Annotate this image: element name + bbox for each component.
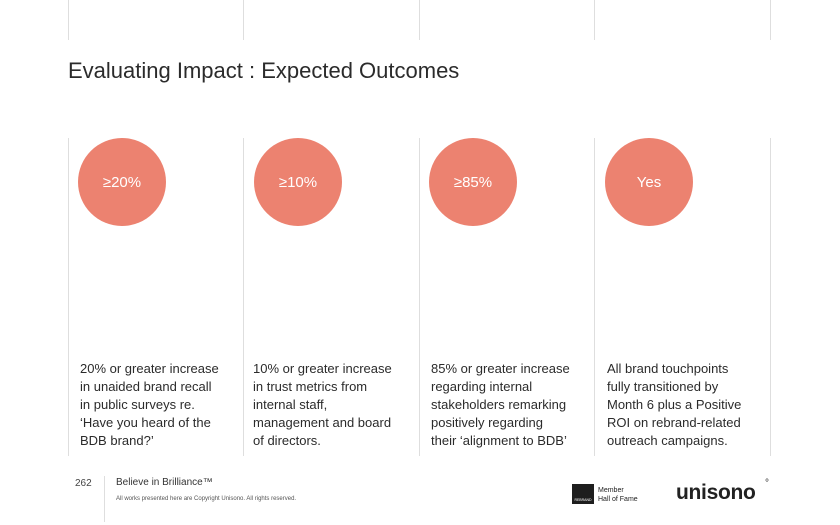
description-line: outreach campaigns. bbox=[607, 433, 728, 448]
outcome-value: Yes bbox=[636, 173, 662, 191]
outcome-description: 20% or greater increase in unaided brand… bbox=[80, 360, 240, 450]
outcome-description: 85% or greater increase regarding intern… bbox=[431, 360, 591, 450]
description-line: ROI on rebrand-related bbox=[607, 415, 741, 430]
column-divider bbox=[243, 138, 244, 456]
description-line: in unaided brand recall bbox=[80, 379, 212, 394]
column-divider bbox=[594, 138, 595, 456]
page-number: 262 bbox=[75, 478, 92, 489]
description-line: regarding internal bbox=[431, 379, 533, 394]
description-line: 10% or greater increase bbox=[253, 361, 392, 376]
description-line: BDB brand?’ bbox=[80, 433, 154, 448]
description-line: fully transitioned by bbox=[607, 379, 719, 394]
top-divider bbox=[68, 0, 69, 40]
hall-of-fame-line: Hall of Fame bbox=[598, 496, 638, 503]
description-line: ‘Have you heard of the bbox=[80, 415, 211, 430]
outcome-circle: Yes bbox=[605, 138, 693, 226]
badge-label: REBRAND bbox=[574, 498, 592, 502]
outcome-circle: ≥10% bbox=[254, 138, 342, 226]
rebrand-badge-icon: REBRAND bbox=[572, 484, 594, 504]
copyright-notice: All works presented here are Copyright U… bbox=[116, 496, 297, 502]
description-line: Month 6 plus a Positive bbox=[607, 397, 742, 412]
description-line: 85% or greater increase bbox=[431, 361, 570, 376]
column-divider bbox=[419, 138, 420, 456]
description-line: stakeholders remarking bbox=[431, 397, 567, 412]
page-title: Evaluating Impact : Expected Outcomes bbox=[68, 58, 460, 83]
description-line: in public surveys re. bbox=[80, 397, 195, 412]
description-line: 20% or greater increase bbox=[80, 361, 219, 376]
description-line: internal staff, bbox=[253, 397, 328, 412]
member-line: Member bbox=[598, 487, 624, 494]
description-line: management and board bbox=[253, 415, 392, 430]
column-divider bbox=[68, 138, 69, 456]
outcome-circle: ≥85% bbox=[429, 138, 517, 226]
description-line: in trust metrics from bbox=[253, 379, 368, 394]
footer-divider bbox=[104, 476, 105, 522]
unisono-logo: unisono bbox=[676, 481, 756, 504]
member-badge-text: Member Hall of Fame bbox=[598, 486, 638, 504]
description-line: their ‘alignment to BDB’ bbox=[431, 433, 567, 448]
outcome-value: ≥85% bbox=[453, 173, 493, 191]
outcome-circle: ≥20% bbox=[78, 138, 166, 226]
top-divider bbox=[419, 0, 420, 40]
description-line: positively regarding bbox=[431, 415, 544, 430]
description-line: of directors. bbox=[253, 433, 321, 448]
outcome-description: All brand touchpoints fully transitioned… bbox=[607, 360, 767, 450]
tagline: Believe in Brilliance™ bbox=[116, 477, 213, 488]
description-line: All brand touchpoints bbox=[607, 361, 729, 376]
logo-mark: ° bbox=[765, 478, 769, 489]
top-divider bbox=[770, 0, 771, 40]
outcome-value: ≥20% bbox=[102, 173, 142, 191]
column-divider bbox=[770, 138, 771, 456]
outcome-description: 10% or greater increase in trust metrics… bbox=[253, 360, 413, 450]
outcome-value: ≥10% bbox=[278, 173, 318, 191]
top-divider bbox=[594, 0, 595, 40]
top-divider bbox=[243, 0, 244, 40]
